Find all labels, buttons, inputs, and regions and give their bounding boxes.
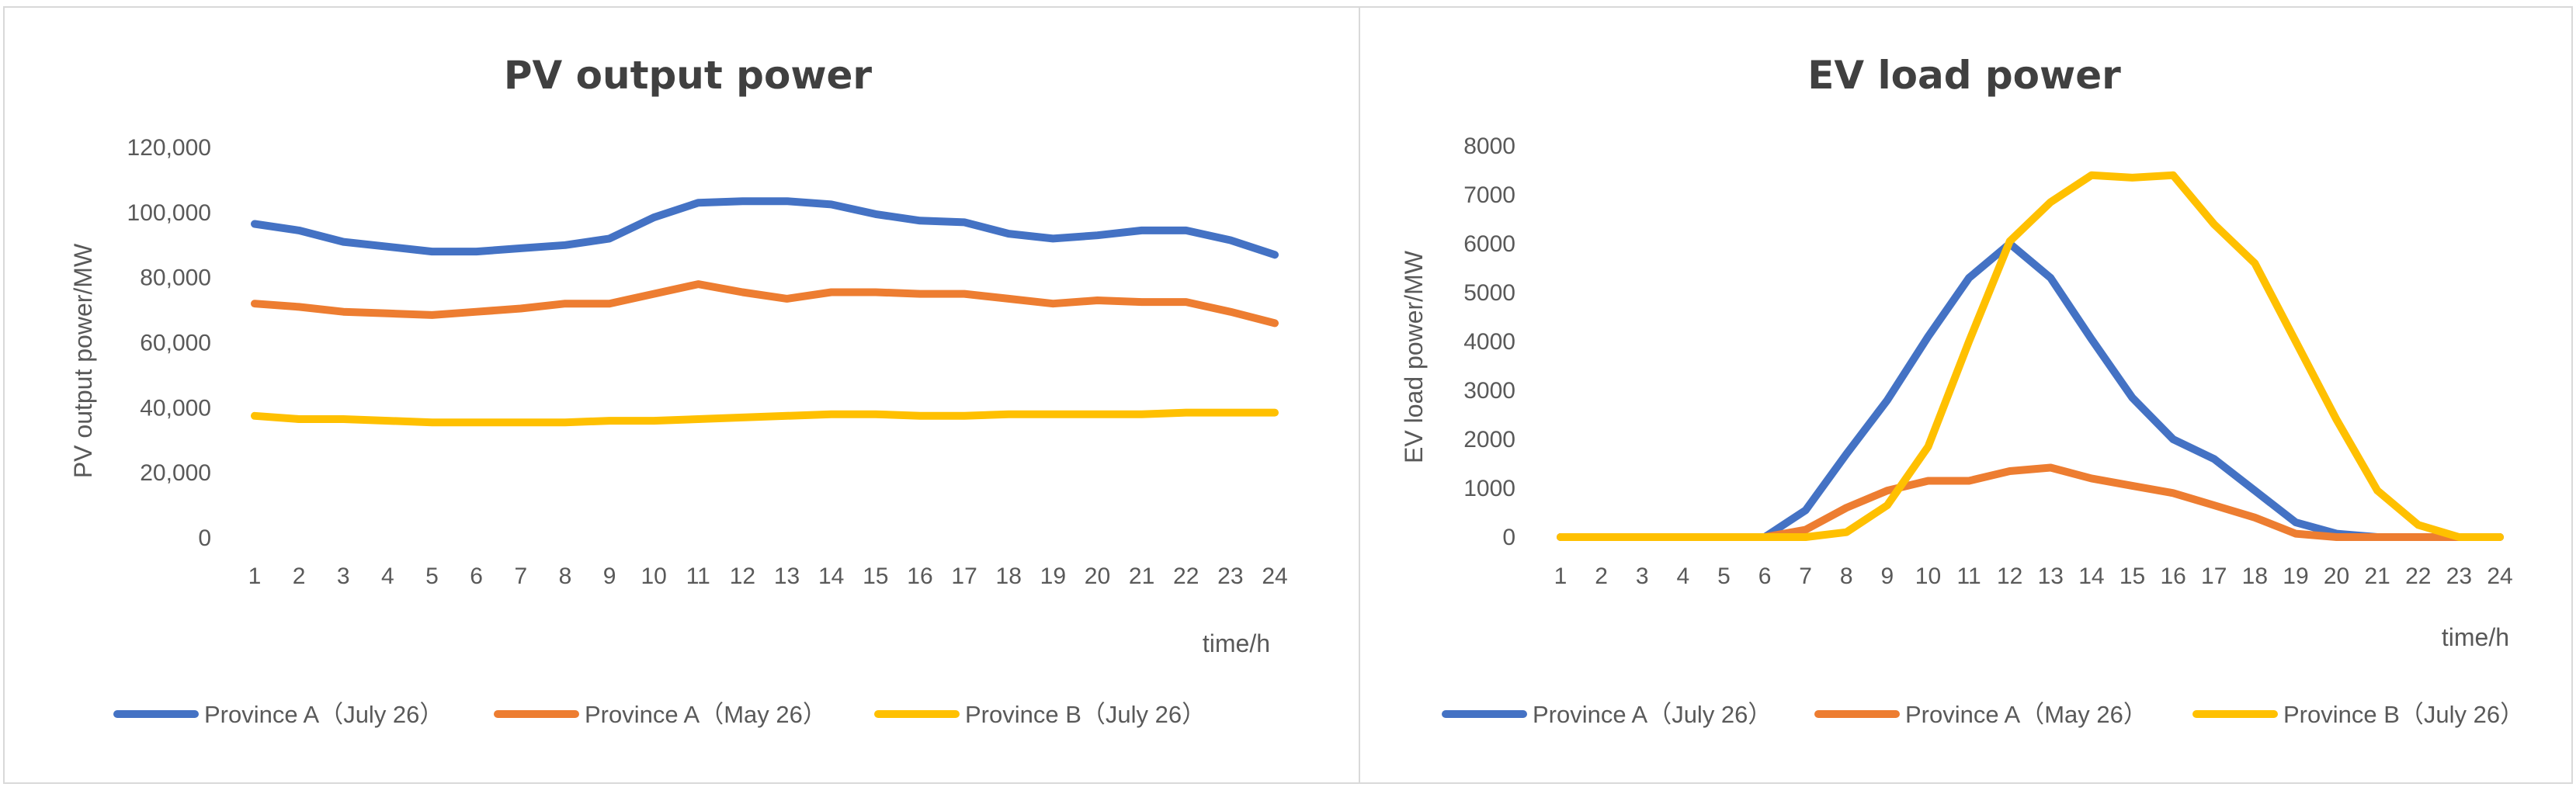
x-tick-label: 24 bbox=[2487, 563, 2512, 589]
y-tick-label: 4000 bbox=[1463, 329, 1515, 355]
x-tick-label: 5 bbox=[425, 563, 439, 589]
legend-label: Province A（July 26） bbox=[204, 701, 443, 728]
y-tick-label: 0 bbox=[1502, 525, 1515, 550]
x-tick-label: 18 bbox=[2242, 563, 2268, 589]
legend-label: Province A（May 26） bbox=[585, 701, 827, 728]
y-axis-label: EV load power/MW bbox=[1400, 250, 1428, 463]
chart-title: EV load power bbox=[1807, 53, 2121, 98]
x-tick-label: 15 bbox=[2119, 563, 2145, 589]
y-tick-label: 7000 bbox=[1463, 182, 1515, 208]
x-tick-label: 8 bbox=[559, 563, 572, 589]
x-tick-label: 6 bbox=[470, 563, 483, 589]
series-line bbox=[1557, 240, 2504, 541]
x-tick-label: 1 bbox=[1554, 563, 1567, 589]
x-tick-label: 12 bbox=[730, 563, 755, 589]
ev-chart-panel: EV load power EV load power/MW time/h 0 1… bbox=[1359, 6, 2573, 784]
x-tick-label: 13 bbox=[2038, 563, 2064, 589]
y-tick-label: 120,000 bbox=[127, 135, 211, 161]
legend-label: Province A（July 26） bbox=[1533, 701, 1772, 728]
x-tick-label: 11 bbox=[686, 563, 710, 589]
y-tick-label: 60,000 bbox=[140, 331, 211, 356]
x-tick-label: 2 bbox=[293, 563, 306, 589]
x-tick-label: 16 bbox=[2160, 563, 2185, 589]
series-line bbox=[251, 197, 1279, 259]
x-tick-label: 4 bbox=[381, 563, 394, 589]
x-tick-label: 17 bbox=[951, 563, 977, 589]
legend-label: Province B（July 26） bbox=[2283, 701, 2524, 728]
x-tick-label: 19 bbox=[1040, 563, 1066, 589]
x-tick-label: 16 bbox=[907, 563, 932, 589]
x-tick-label: 4 bbox=[1676, 563, 1689, 589]
x-tick-label: 7 bbox=[514, 563, 527, 589]
x-tick-label: 2 bbox=[1595, 563, 1608, 589]
x-tick-label: 18 bbox=[996, 563, 1022, 589]
x-tick-label: 22 bbox=[1173, 563, 1199, 589]
pv-chart-panel: PV output power PV output power/MW time/… bbox=[3, 6, 1363, 784]
x-tick-label: 10 bbox=[1915, 563, 1941, 589]
y-tick-label: 8000 bbox=[1463, 133, 1515, 159]
x-tick-label: 9 bbox=[1881, 563, 1894, 589]
y-tick-label: 40,000 bbox=[140, 395, 211, 421]
x-tick-label: 3 bbox=[337, 563, 350, 589]
x-tick-label: 15 bbox=[863, 563, 888, 589]
x-tick-label: 24 bbox=[1262, 563, 1287, 589]
legend-label: Province A（May 26） bbox=[1905, 701, 2147, 728]
x-tick-label: 21 bbox=[1129, 563, 1154, 589]
y-tick-label: 80,000 bbox=[140, 265, 211, 291]
x-tick-label: 20 bbox=[2324, 563, 2349, 589]
x-tick-label: 21 bbox=[2364, 563, 2390, 589]
x-tick-label: 13 bbox=[774, 563, 800, 589]
chart-title: PV output power bbox=[504, 53, 873, 98]
x-tick-label: 14 bbox=[2078, 563, 2104, 589]
series-line bbox=[251, 280, 1279, 328]
x-tick-label: 9 bbox=[603, 563, 616, 589]
series-line bbox=[251, 408, 1279, 427]
pv-chart-svg: PV output power PV output power/MW time/… bbox=[69, 53, 1288, 728]
series-line bbox=[1557, 463, 2504, 541]
y-tick-label: 2000 bbox=[1463, 427, 1515, 452]
y-tick-label: 0 bbox=[198, 525, 211, 551]
series-line bbox=[1557, 171, 2504, 541]
x-tick-label: 14 bbox=[818, 563, 844, 589]
legend-label: Province B（July 26） bbox=[965, 701, 1206, 728]
y-tick-label: 100,000 bbox=[127, 200, 211, 226]
x-tick-label: 23 bbox=[1217, 563, 1243, 589]
x-tick-label: 8 bbox=[1840, 563, 1853, 589]
x-tick-label: 23 bbox=[2446, 563, 2472, 589]
x-tick-label: 19 bbox=[2283, 563, 2308, 589]
y-axis-label: PV output power/MW bbox=[69, 243, 97, 478]
x-tick-label: 22 bbox=[2405, 563, 2431, 589]
y-tick-label: 1000 bbox=[1463, 476, 1515, 501]
y-tick-label: 20,000 bbox=[140, 460, 211, 486]
y-tick-label: 3000 bbox=[1463, 378, 1515, 404]
x-axis-label: time/h bbox=[2442, 623, 2509, 651]
x-tick-label: 17 bbox=[2201, 563, 2227, 589]
x-tick-label: 5 bbox=[1717, 563, 1731, 589]
y-tick-label: 6000 bbox=[1463, 231, 1515, 257]
x-tick-label: 12 bbox=[1997, 563, 2022, 589]
y-tick-label: 5000 bbox=[1463, 280, 1515, 306]
x-tick-label: 7 bbox=[1799, 563, 1812, 589]
x-tick-label: 6 bbox=[1758, 563, 1772, 589]
x-tick-label: 20 bbox=[1085, 563, 1110, 589]
x-axis-label: time/h bbox=[1203, 629, 1270, 657]
ev-chart-svg: EV load power EV load power/MW time/h 0 1… bbox=[1400, 53, 2524, 728]
x-tick-label: 10 bbox=[641, 563, 666, 589]
x-tick-label: 3 bbox=[1636, 563, 1649, 589]
x-tick-label: 1 bbox=[248, 563, 262, 589]
x-tick-label: 11 bbox=[1957, 563, 1981, 589]
